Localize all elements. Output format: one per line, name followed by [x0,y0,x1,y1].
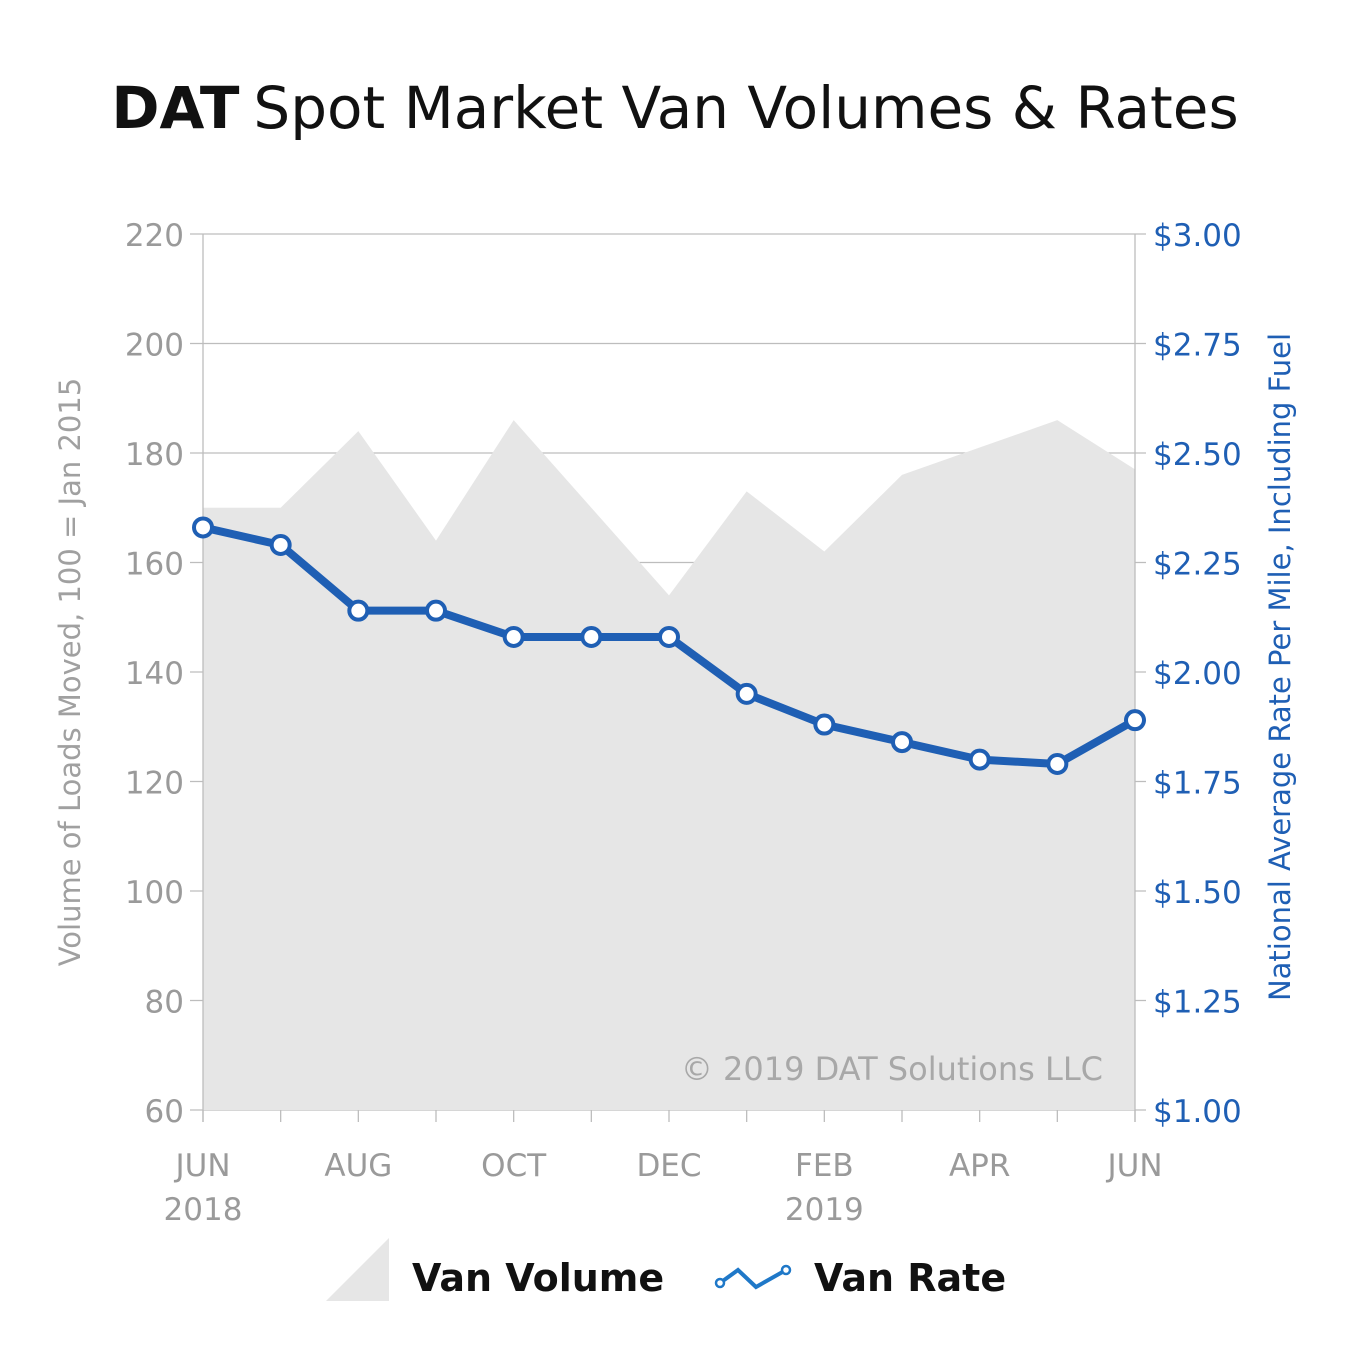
van-rate-point [891,731,913,754]
x-tick-year: 2018 [164,1192,243,1228]
copyright-annotation: © 2019 DAT Solutions LLC [681,1050,1103,1088]
van-rate-point [1124,709,1146,732]
y-tick-left: 80 [145,985,184,1021]
van-rate-point [735,682,758,705]
y-tick-left: 140 [125,656,184,692]
y-tick-left: 100 [125,875,184,911]
x-tick-label: DEC [636,1148,701,1184]
x-tick-label: OCT [481,1148,547,1184]
van-rate-point [813,713,836,736]
legend: Van Volume Van Rate [326,1238,1006,1301]
legend-van-rate: Van Rate [814,1256,1006,1300]
van-rate-point [192,516,214,539]
y-tick-right: $1.00 [1153,1094,1242,1130]
x-tick-label: AUG [324,1148,392,1184]
van-rate-point [658,625,680,648]
van-rate-point [425,599,447,622]
van-rate-point [968,748,991,771]
y-tick-right: $2.75 [1153,328,1242,364]
van-volume-area [203,420,1135,1110]
y-axis-right-label: National Average Rate Per Mile, Includin… [1263,333,1297,1001]
legend-marker-icon [714,1277,726,1289]
van-rate-point [347,599,370,622]
y-tick-left: 60 [145,1094,184,1130]
legend-marker-icon [780,1264,792,1276]
y-tick-right: $2.50 [1153,437,1242,473]
x-tick-label: JUN [173,1148,230,1184]
van-rate-point [1046,752,1069,775]
title-text: Spot Market Van Volumes & Rates [253,74,1238,142]
y-tick-left: 200 [125,328,184,364]
y-tick-left: 120 [125,766,184,802]
y-tick-left: 180 [125,437,184,473]
chart-title: DAT Spot Market Van Volumes & Rates [111,74,1238,142]
x-tick-label: JUN [1105,1148,1162,1184]
title-brand: DAT [111,74,240,142]
y-tick-right: $1.75 [1153,766,1242,802]
x-tick-label: APR [949,1148,1010,1184]
y-tick-right: $2.00 [1153,656,1242,692]
y-tick-right: $1.50 [1153,875,1242,911]
y-tick-right: $1.25 [1153,985,1242,1021]
legend-van-volume: Van Volume [412,1256,664,1300]
x-tick-label: FEB [795,1148,854,1184]
legend-line-swatch [718,1267,787,1290]
y-tick-left: 220 [125,218,184,254]
van-rate-point [502,625,525,648]
y-axis-left-label: Volume of Loads Moved, 100 = Jan 2015 [53,378,87,967]
y-tick-left: 160 [125,547,184,583]
legend-area-swatch [326,1238,389,1301]
van-rate-point [580,625,603,648]
van-rate-point [269,533,292,556]
y-tick-right: $3.00 [1153,218,1242,254]
y-tick-right: $2.25 [1153,547,1242,583]
x-tick-year: 2019 [785,1192,864,1228]
